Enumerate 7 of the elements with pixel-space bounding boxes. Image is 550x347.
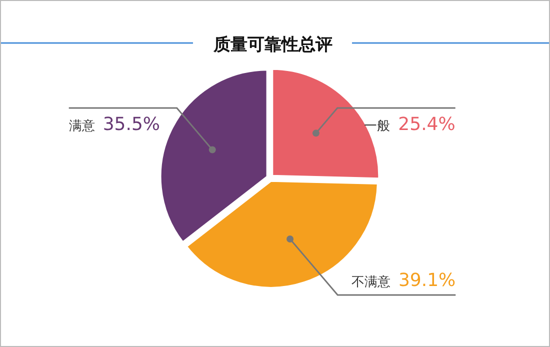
data-label: 39.1%: [398, 270, 456, 291]
slice-label: 不满意: [351, 275, 390, 290]
chart-title: 质量可靠性总评: [212, 35, 332, 55]
slice-label: 满意: [68, 119, 95, 134]
slice-label: 一般: [364, 119, 390, 134]
data-label: 25.4%: [398, 114, 456, 135]
data-label: 35.5%: [102, 114, 160, 135]
